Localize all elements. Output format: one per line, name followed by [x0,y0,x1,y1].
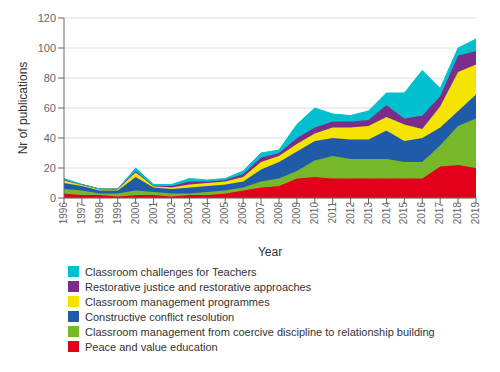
html-text:Classroom management programme: Classroom management programmes [85,295,270,308]
svg-text:2014: 2014 [381,202,392,225]
svg-text:2010: 2010 [309,202,320,225]
svg-text:2008: 2008 [273,202,284,225]
svg-text:2000: 2000 [130,202,141,225]
svg-text:Year: Year [258,245,282,259]
svg-text:2018: 2018 [452,202,463,225]
svg-text:0: 0 [50,192,56,204]
svg-text:2006: 2006 [237,202,248,225]
svg-text:1999: 1999 [112,202,123,225]
svg-text:2017: 2017 [434,202,445,225]
svg-text:2016: 2016 [416,202,427,225]
svg-text:2001: 2001 [148,202,159,225]
svg-text:2003: 2003 [183,202,194,225]
svg-text:1998: 1998 [94,202,105,225]
svg-text:2019: 2019 [470,202,481,225]
svg-text:2004: 2004 [201,202,212,225]
svg-text:2013: 2013 [363,202,374,225]
svg-text:40: 40 [44,132,56,144]
svg-text:100: 100 [38,42,56,54]
svg-text:1996: 1996 [58,202,69,225]
svg-text:20: 20 [44,162,56,174]
svg-text:2005: 2005 [219,202,230,225]
svg-text:2009: 2009 [291,202,302,225]
svg-text:Nr of publications: Nr of publications [16,62,30,155]
svg-text:2012: 2012 [345,202,356,225]
html-text:Peace and value education: Peace and value education [85,340,218,353]
svg-text:2007: 2007 [255,202,266,225]
svg-text:60: 60 [44,102,56,114]
html-text:Restorative justice and restor: Restorative justice and restorative appr… [85,280,312,293]
html-text:Classroom challenges for Teach: Classroom challenges for Teachers [85,265,257,278]
html-text:Classroom management from coer: Classroom management from coercive disci… [85,325,435,338]
svg-text:120: 120 [38,12,56,24]
svg-text:2002: 2002 [166,202,177,225]
svg-text:2011: 2011 [327,202,338,224]
svg-text:1997: 1997 [76,202,87,225]
html-text:Constructive conflict resoluti: Constructive conflict resolution [85,310,235,323]
svg-text:2015: 2015 [398,202,409,225]
svg-text:80: 80 [44,72,56,84]
